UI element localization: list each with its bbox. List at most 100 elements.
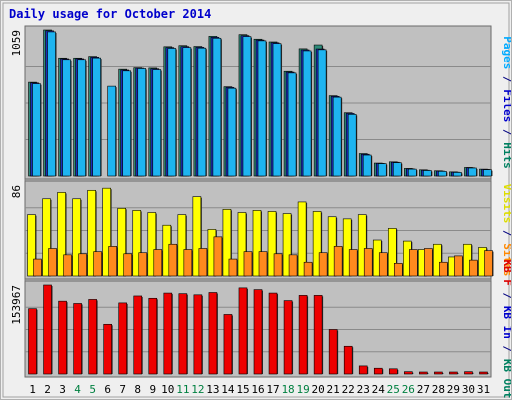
bar-kb-f-10 (163, 292, 173, 375)
series-legend: Visits / Sites (501, 184, 511, 277)
bar-visits-18 (282, 213, 292, 277)
bar-pages-6 (107, 85, 116, 177)
x-tick-label: 4 (74, 383, 81, 396)
bar-sites-30 (469, 259, 478, 277)
bar-kb-f-14 (223, 314, 233, 375)
bar-kb-f-27 (419, 371, 428, 375)
x-tick-label: 25 (387, 383, 400, 396)
legend-entry: / (501, 286, 511, 306)
bar-kb-f-6 (103, 323, 112, 375)
bar-sites-19 (303, 261, 313, 277)
x-tick-label: 1 (29, 383, 36, 396)
x-tick-label: 8 (134, 383, 141, 396)
bar-sites-25 (393, 263, 403, 277)
bar-visits-14 (222, 209, 232, 277)
legend-entry: / (501, 339, 511, 359)
bar-kb-f-24 (373, 367, 383, 375)
bar-kb-f-3 (58, 300, 67, 375)
bar-sites-4 (78, 253, 87, 277)
bar-pages-8 (137, 68, 147, 177)
bar-visits-16 (252, 210, 262, 277)
legend-entry: Hits (501, 142, 511, 169)
series-kb-f (28, 284, 489, 375)
bar-pages-25 (392, 162, 402, 177)
legend-entry: Files (501, 89, 511, 122)
bar-kb-f-20 (313, 295, 323, 375)
x-tick-label: 22 (342, 383, 355, 396)
x-tick-label: 2 (44, 383, 51, 396)
bar-visits-23 (357, 214, 367, 277)
bar-kb-f-8 (133, 295, 143, 375)
bar-sites-18 (288, 254, 298, 277)
bar-pages-1 (32, 83, 41, 177)
bar-kb-f-29 (449, 371, 458, 375)
x-tick-label: 6 (104, 383, 111, 396)
bar-visits-11 (177, 214, 187, 277)
y-max-label: 153967 (10, 285, 23, 325)
y-max-label: 86 (10, 185, 23, 198)
bar-visits-8 (132, 210, 142, 277)
bar-sites-21 (333, 246, 343, 277)
bar-kb-f-19 (298, 295, 308, 375)
series-pages (32, 31, 493, 177)
bar-sites-11 (183, 249, 193, 277)
bar-kb-f-13 (208, 292, 218, 375)
bar-pages-20 (317, 49, 327, 177)
bar-kb-f-11 (178, 293, 188, 375)
series-visits (27, 187, 488, 277)
bar-sites-24 (378, 252, 388, 277)
bar-sites-9 (153, 249, 163, 277)
bar-kb-f-9 (148, 297, 158, 375)
bar-sites-5 (93, 251, 102, 277)
bar-visits-4 (72, 198, 81, 277)
x-tick-label: 10 (161, 383, 174, 396)
bar-pages-26 (408, 168, 417, 177)
legend-entry: / (501, 69, 511, 89)
bar-sites-15 (243, 251, 253, 277)
bar-sites-13 (213, 236, 223, 277)
bar-kb-f-31 (479, 371, 488, 375)
x-tick-label: 20 (312, 383, 325, 396)
bar-pages-30 (468, 167, 477, 177)
bar-pages-12 (197, 47, 207, 177)
legend-entry: / (501, 223, 511, 243)
x-tick-label: 18 (281, 383, 294, 396)
bar-sites-23 (363, 248, 373, 277)
x-axis-ticks: 1 2 3 4 5 6 7 8 9 10 11 12 13 14 15 16 17 18 19 20 21 22 23 24 2… (29, 383, 490, 396)
bar-pages-15 (242, 36, 252, 177)
x-tick-label: 12 (191, 383, 204, 396)
bar-sites-27 (424, 248, 433, 277)
y-max-label: 1059 (10, 30, 23, 57)
x-tick-label: 29 (447, 383, 460, 396)
x-tick-label: 21 (327, 383, 340, 396)
x-tick-label: 7 (119, 383, 126, 396)
bar-pages-13 (212, 37, 222, 177)
bar-pages-21 (332, 96, 342, 177)
x-tick-label: 14 (221, 383, 235, 396)
bar-sites-31 (484, 250, 493, 277)
x-tick-label: 9 (149, 383, 156, 396)
bar-pages-10 (167, 48, 177, 177)
bar-sites-10 (168, 243, 178, 277)
bar-visits-28 (433, 243, 442, 277)
legend-entry: KB In (501, 306, 511, 339)
bar-visits-15 (237, 212, 247, 277)
bar-pages-31 (483, 169, 492, 177)
bar-pages-27 (423, 170, 432, 177)
bar-pages-11 (182, 47, 192, 177)
bar-kb-f-7 (118, 302, 128, 375)
bar-kb-f-15 (238, 287, 248, 375)
panel-middle: 86 Visits / Sites (10, 180, 511, 280)
x-tick-label: 19 (296, 383, 309, 396)
x-tick-label: 27 (417, 383, 430, 396)
bar-visits-5 (87, 189, 96, 277)
bar-sites-6 (108, 246, 117, 277)
bar-visits-25 (387, 228, 397, 277)
bar-visits-12 (192, 196, 202, 277)
bar-sites-2 (48, 248, 57, 277)
bar-sites-22 (348, 249, 358, 277)
bar-kb-f-28 (434, 371, 443, 375)
